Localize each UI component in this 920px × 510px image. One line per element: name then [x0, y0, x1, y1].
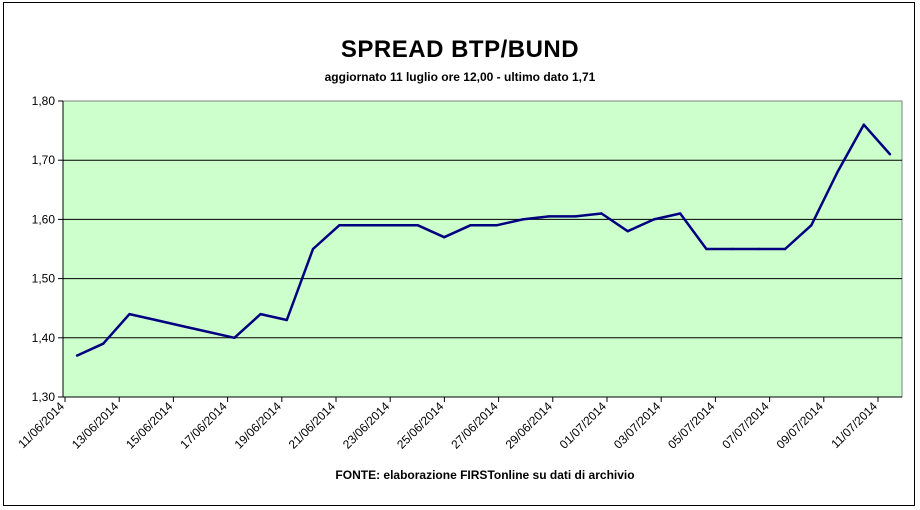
data-point	[810, 224, 813, 227]
x-tick-label: 03/07/2014	[611, 399, 664, 452]
x-tick-label: 23/06/2014	[340, 399, 393, 452]
data-point	[338, 224, 341, 227]
data-point	[862, 123, 865, 126]
y-tick-label: 1,50	[32, 272, 56, 286]
y-tick-label: 1,60	[32, 212, 56, 226]
x-tick-label: 25/06/2014	[394, 399, 447, 452]
data-point	[783, 247, 787, 251]
data-point	[364, 224, 367, 227]
data-point	[521, 218, 524, 221]
y-tick-label: 1,40	[32, 331, 56, 345]
data-point	[390, 224, 393, 227]
data-point	[836, 170, 839, 174]
chart-title: SPREAD BTP/BUND	[340, 36, 580, 63]
data-point	[679, 212, 682, 215]
data-point	[495, 224, 498, 227]
data-point	[285, 318, 288, 322]
data-point	[102, 342, 105, 345]
x-tick-label: 21/06/2014	[286, 399, 339, 452]
x-tick-label: 27/06/2014	[448, 399, 501, 452]
x-tick-label: 19/06/2014	[232, 399, 285, 452]
data-point	[206, 330, 210, 334]
x-tick-label: 17/06/2014	[177, 399, 230, 452]
x-tick-label: 05/07/2014	[665, 399, 718, 452]
data-point	[259, 312, 262, 316]
x-tick-label: 09/07/2014	[774, 399, 827, 452]
data-point	[128, 312, 131, 316]
x-tick-label: 11/06/2014	[15, 399, 67, 451]
data-point	[233, 336, 236, 339]
data-point	[154, 318, 157, 322]
data-point	[311, 247, 315, 251]
data-point	[626, 230, 629, 233]
data-point	[574, 215, 577, 218]
x-tick-label: 15/06/2014	[123, 399, 176, 452]
y-tick-label: 1,70	[32, 153, 56, 167]
x-tick-label: 13/06/2014	[69, 399, 122, 452]
x-tick-label: 07/07/2014	[719, 399, 772, 452]
data-point	[705, 247, 708, 251]
data-point	[757, 247, 761, 251]
data-point	[443, 236, 446, 239]
x-tick-label: 29/06/2014	[503, 399, 556, 452]
data-point	[469, 224, 472, 227]
y-tick-label: 1,30	[32, 390, 56, 404]
data-point	[888, 153, 892, 156]
data-point	[75, 354, 79, 357]
data-point	[731, 247, 734, 251]
x-tick-label: 11/07/2014	[828, 399, 880, 451]
data-point	[180, 324, 184, 328]
series-line	[76, 123, 891, 357]
data-point	[547, 215, 551, 218]
x-tick-label: 01/07/2014	[557, 399, 610, 452]
data-point	[652, 218, 656, 221]
data-point	[600, 212, 603, 215]
y-tick-label: 1,80	[32, 94, 56, 108]
chart-source: FONTE: elaborazione FIRSTonline su dati …	[335, 468, 635, 482]
chart-subtitle: aggiornato 11 luglio ore 12,00 - ultimo …	[324, 70, 596, 84]
data-point	[416, 224, 420, 227]
